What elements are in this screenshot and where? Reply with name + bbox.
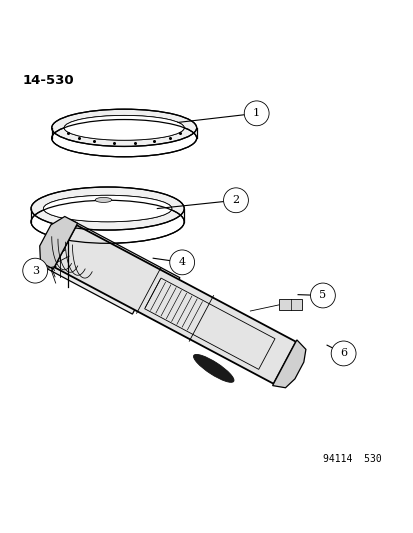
Text: 2: 2 bbox=[232, 195, 239, 205]
Text: 3: 3 bbox=[31, 265, 39, 276]
Circle shape bbox=[169, 250, 194, 275]
Ellipse shape bbox=[52, 109, 196, 147]
Polygon shape bbox=[54, 225, 295, 384]
Circle shape bbox=[23, 258, 47, 283]
Polygon shape bbox=[40, 216, 77, 269]
Circle shape bbox=[223, 188, 248, 213]
Ellipse shape bbox=[43, 195, 171, 222]
Text: 94114  530: 94114 530 bbox=[322, 455, 381, 464]
Ellipse shape bbox=[95, 197, 112, 203]
Text: 4: 4 bbox=[178, 257, 185, 268]
Text: 14-530: 14-530 bbox=[23, 74, 74, 87]
Ellipse shape bbox=[193, 354, 233, 382]
Text: 1: 1 bbox=[252, 108, 260, 118]
Circle shape bbox=[310, 283, 335, 308]
Polygon shape bbox=[272, 340, 305, 387]
Circle shape bbox=[330, 341, 355, 366]
Polygon shape bbox=[45, 229, 153, 314]
Circle shape bbox=[244, 101, 268, 126]
Polygon shape bbox=[65, 220, 180, 287]
Text: 6: 6 bbox=[339, 349, 347, 358]
Ellipse shape bbox=[31, 187, 184, 230]
Text: 5: 5 bbox=[318, 290, 326, 301]
FancyBboxPatch shape bbox=[279, 300, 301, 310]
Ellipse shape bbox=[64, 115, 184, 140]
